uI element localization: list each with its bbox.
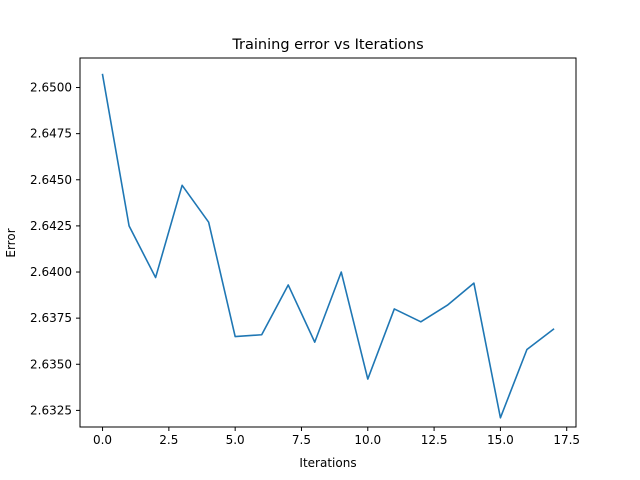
x-tick-label: 2.5 (159, 433, 178, 447)
x-tick-label: 0.0 (93, 433, 112, 447)
plot-area (80, 58, 576, 427)
x-tick-label: 15.0 (487, 433, 514, 447)
x-tick-label: 10.0 (354, 433, 381, 447)
y-tick-label: 2.6375 (30, 311, 72, 325)
x-tick-label: 17.5 (553, 433, 580, 447)
series-layer (101, 73, 555, 419)
x-tick-label: 7.5 (292, 433, 311, 447)
y-tick-label: 2.6425 (30, 219, 72, 233)
y-tick-label: 2.6400 (30, 265, 72, 279)
x-tick-label: 12.5 (421, 433, 448, 447)
y-tick-label: 2.6500 (30, 81, 72, 95)
y-axis-ticks: 2.6325 2.6350 2.6375 2.6400 2.6425 2.6450 2.64… (30, 81, 80, 417)
y-tick-label: 2.6325 (30, 403, 72, 417)
x-axis-ticks: 0.0 2.5 5.0 7.5 10.0 12.5 15.0 17.5 (93, 427, 580, 447)
y-axis-title: Error (4, 228, 18, 257)
y-tick-label: 2.6350 (30, 357, 72, 371)
series-line (101, 73, 555, 419)
y-tick-label: 2.6450 (30, 173, 72, 187)
y-tick-label: 2.6475 (30, 127, 72, 141)
x-tick-label: 5.0 (226, 433, 245, 447)
chart-title: Training error vs Iterations (231, 37, 423, 53)
x-axis-title: Iterations (299, 456, 356, 470)
plot-frame (79, 57, 577, 428)
